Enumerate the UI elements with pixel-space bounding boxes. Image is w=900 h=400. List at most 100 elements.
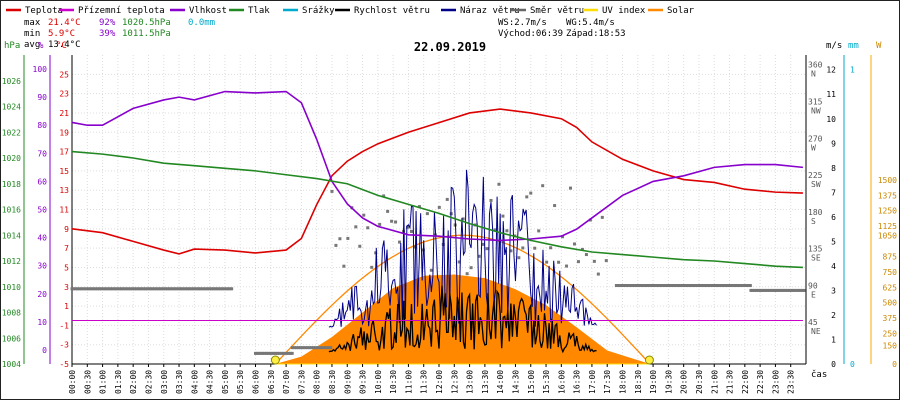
wind-dir-dot xyxy=(198,287,202,291)
wind-dir-dot xyxy=(553,204,557,208)
wind-dir-dot xyxy=(541,184,545,188)
wind-dir-dot xyxy=(625,284,629,288)
unit-mm: mm xyxy=(848,41,859,51)
wind-dir-dot xyxy=(164,287,168,291)
wind-dir-dot xyxy=(105,287,109,291)
wind-dir-dot xyxy=(653,284,657,288)
x-tick-label: 16:00 xyxy=(557,370,566,394)
x-tick-label: 16:30 xyxy=(573,370,582,394)
wind-speed-tick-label: 8 xyxy=(831,164,836,173)
wind-dir-dot xyxy=(789,288,793,292)
wind-dir-dot xyxy=(572,242,576,246)
wind-dir-dot xyxy=(409,229,413,233)
wind-dir-dot xyxy=(693,284,697,288)
pressure-tick-label: 1006 xyxy=(2,334,21,343)
solar-tick-label: 1250 xyxy=(878,207,897,216)
wind-dir-dot xyxy=(145,287,149,291)
wind-dir-dot xyxy=(187,287,191,291)
wind-dir-dot xyxy=(666,284,670,288)
stat-max-hum: 92% xyxy=(99,18,116,28)
pressure-tick-label: 1012 xyxy=(2,257,21,266)
wind-dir-tick-label: 225 xyxy=(808,171,823,180)
wind-dir-dot xyxy=(283,351,287,355)
series-line-2 xyxy=(71,90,804,242)
solar-tick-label: 875 xyxy=(883,253,898,262)
wind-dir-dot xyxy=(651,284,655,288)
solar-max-curve xyxy=(274,234,649,365)
wind-dir-dot xyxy=(120,287,124,291)
wind-dir-tick-label: E xyxy=(811,290,816,299)
wind-dir-dot xyxy=(94,287,98,291)
x-tick-label: 20:00 xyxy=(680,370,689,394)
wind-dir-dot xyxy=(149,287,153,291)
wind-dir-dot xyxy=(189,287,193,291)
wind-dir-dot xyxy=(786,288,790,292)
x-tick-label: 06:00 xyxy=(252,370,261,394)
wind-dir-dot xyxy=(131,287,135,291)
wind-dir-dot xyxy=(121,287,125,291)
unit-degc: °C xyxy=(56,41,67,51)
wind-dir-dot xyxy=(668,284,672,288)
series-layer xyxy=(71,90,804,365)
wind-dir-dot xyxy=(81,287,85,291)
stat-sunset: Západ:18:53 xyxy=(566,29,626,39)
wind-dir-dot xyxy=(739,284,743,288)
chart-title: 22.09.2019 xyxy=(414,40,486,54)
wind-dir-dot xyxy=(782,288,786,292)
solar-tick-label: 1125 xyxy=(878,222,897,231)
wind-speed-tick-label: 3 xyxy=(831,286,836,295)
pressure-tick-label: 1016 xyxy=(2,206,21,215)
legend-label-5: Rychlost větru xyxy=(354,6,430,16)
x-axis: 00:00 00:30 01:00 01:30 02:00 02:30 03:00 03:30… xyxy=(68,364,796,394)
x-tick-label: 06:30 xyxy=(267,370,276,394)
wind-dir-dot xyxy=(715,284,719,288)
wind-dir-dot xyxy=(318,346,322,350)
solar-tick-label: 500 xyxy=(883,299,898,308)
wind-dir-dot xyxy=(228,287,232,291)
humidity-tick-label: 60 xyxy=(37,177,47,186)
stat-min-label: min xyxy=(24,29,40,39)
humidity-tick-label: 0 xyxy=(42,346,47,355)
solar-tick-label: 0 xyxy=(892,360,897,369)
temperature-tick-label: 3 xyxy=(64,283,69,292)
wind-dir-dot xyxy=(457,260,461,264)
wind-dir-dot xyxy=(754,288,758,292)
wind-dir-dot xyxy=(370,265,374,269)
wind-dir-dot xyxy=(165,287,169,291)
wind-dir-dot xyxy=(657,284,661,288)
x-tick-label: 05:30 xyxy=(236,370,245,394)
solar-tick-label: 375 xyxy=(883,314,898,323)
temperature-tick-label: 23 xyxy=(59,90,69,99)
wind-dir-dot xyxy=(505,229,509,233)
wind-dir-dot xyxy=(202,287,206,291)
x-tick-label: 14:00 xyxy=(496,370,505,394)
wind-dir-dot xyxy=(346,236,350,240)
x-tick-label: 02:00 xyxy=(129,370,138,394)
wind-dir-dot xyxy=(386,209,390,213)
x-tick-label: 22:30 xyxy=(756,370,765,394)
wind-dir-dot xyxy=(175,287,179,291)
wind-dir-dot xyxy=(320,346,324,350)
wind-speed-tick-label: 4 xyxy=(831,262,836,271)
wind-dir-dot xyxy=(760,288,764,292)
wind-dir-dot xyxy=(549,246,553,250)
wind-dir-dot xyxy=(778,288,782,292)
wind-dir-dot xyxy=(658,284,662,288)
wind-dir-dot xyxy=(489,198,493,202)
stat-wind-gust: WG:5.4m/s xyxy=(566,18,615,28)
wind-dir-dot xyxy=(220,287,224,291)
legend-label-9: Solar xyxy=(667,6,695,16)
wind-dir-dot xyxy=(671,284,675,288)
pressure-tick-label: 1020 xyxy=(2,154,21,163)
wind-dir-dot xyxy=(169,287,173,291)
x-tick-label: 17:30 xyxy=(603,370,612,394)
temperature-tick-label: -5 xyxy=(59,360,69,369)
wind-dir-dot xyxy=(525,195,529,199)
temperature-tick-label: 5 xyxy=(64,263,69,272)
wind-dir-dot xyxy=(171,287,175,291)
humidity-tick-label: 80 xyxy=(37,121,47,130)
wind-dir-dot xyxy=(268,351,272,355)
humidity-tick-label: 40 xyxy=(37,234,47,243)
wind-dir-dot xyxy=(197,287,201,291)
wind-dir-dot xyxy=(211,287,215,291)
